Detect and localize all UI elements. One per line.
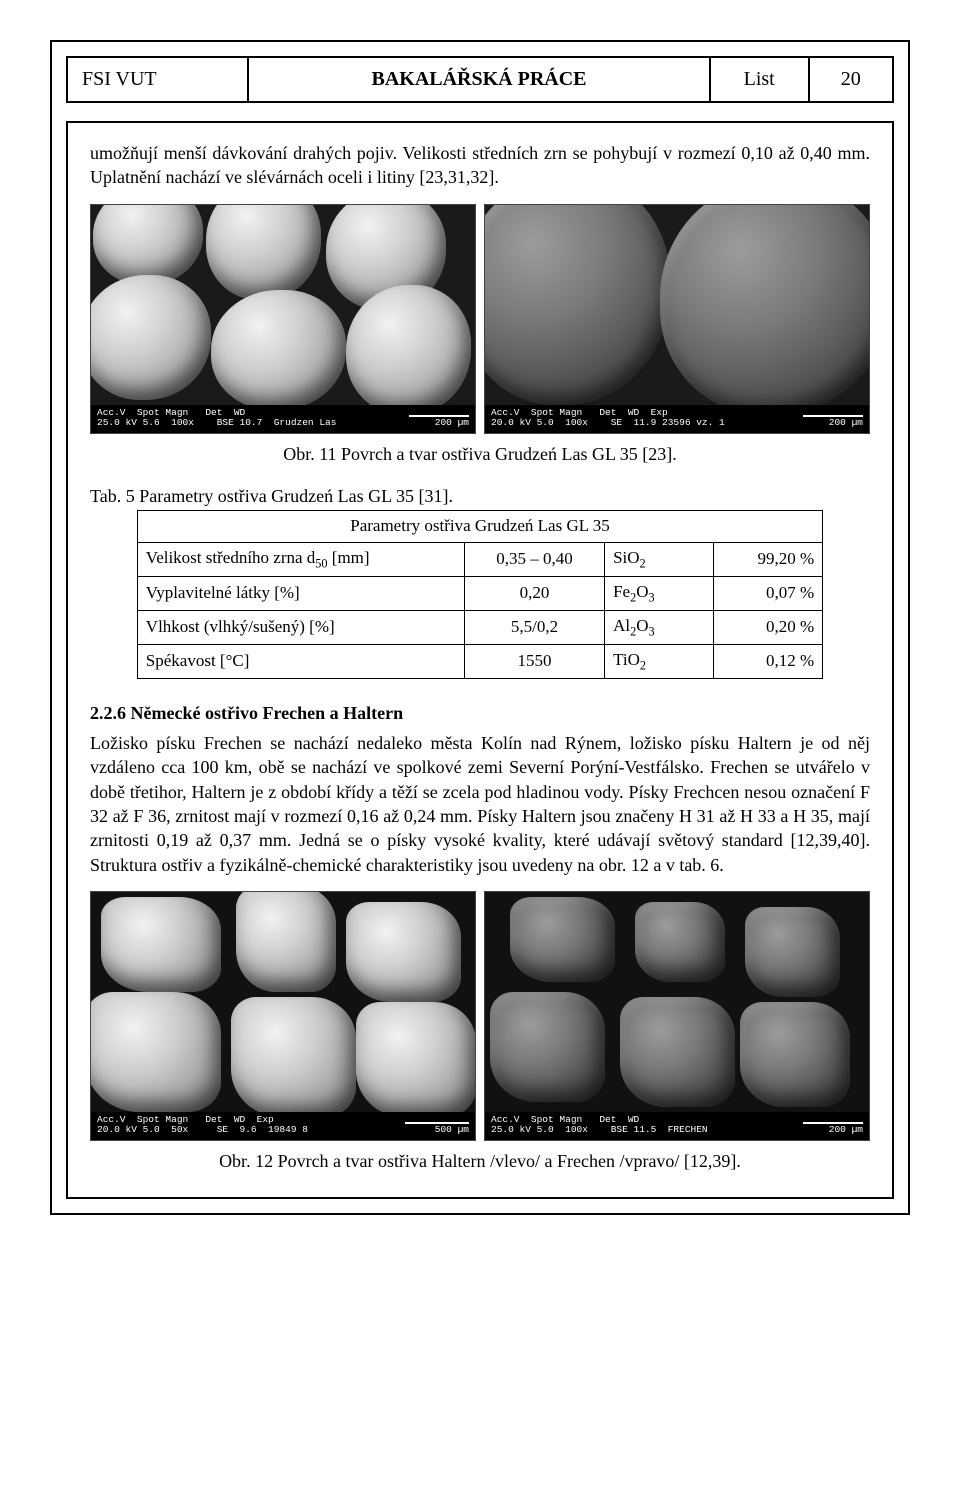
intro-paragraph: umožňují menší dávkování drahých pojiv. … — [90, 141, 870, 190]
param-label: Velikost středního zrna d50 [mm] — [137, 543, 464, 577]
sem-grain — [90, 275, 211, 400]
sem-info-strip: Acc.V Spot Magn Det WD 25.0 kV 5.0 100x … — [485, 1112, 869, 1140]
sem-scale-label: 200 µm — [829, 417, 863, 428]
sem-grain — [211, 290, 346, 410]
section-2-2-6-body: Ložisko písku Frechen se nachází nedalek… — [90, 731, 870, 877]
sem-grain — [346, 285, 471, 415]
sem-grain — [740, 1002, 850, 1107]
sem-grain — [484, 204, 670, 405]
sem-grain — [510, 897, 615, 982]
header-uni: FSI VUT — [68, 58, 249, 101]
page-body-frame: umožňují menší dávkování drahých pojiv. … — [66, 121, 894, 1199]
sem-strip-right: 200 µm — [803, 413, 863, 428]
figure-12-caption: Obr. 12 Povrch a tvar ostřiva Haltern /v… — [90, 1149, 870, 1173]
sem-info-strip: Acc.V Spot Magn Det WD Exp 20.0 kV 5.0 1… — [485, 405, 869, 433]
oxide-label: Fe2O3 — [605, 577, 714, 611]
oxide-value: 0,20 % — [714, 610, 823, 644]
sem-scale-label: 500 µm — [435, 1124, 469, 1135]
table-5-title: Parametry ostřiva Grudzeń Las GL 35 — [137, 511, 822, 543]
sem-grain — [206, 204, 321, 300]
header-title: BAKALÁŘSKÁ PRÁCE — [249, 58, 710, 101]
oxide-label: SiO2 — [605, 543, 714, 577]
oxide-label: Al2O3 — [605, 610, 714, 644]
sem-strip-right: 200 µm — [409, 413, 469, 428]
sem-grain — [231, 997, 356, 1117]
table-row: Velikost středního zrna d50 [mm]0,35 – 0… — [137, 543, 822, 577]
figure-12-images: Acc.V Spot Magn Det WD Exp 20.0 kV 5.0 5… — [90, 891, 870, 1141]
table-row: Vyplavitelné látky [%]0,20Fe2O30,07 % — [137, 577, 822, 611]
sem-info-strip: Acc.V Spot Magn Det WD Exp 20.0 kV 5.0 5… — [91, 1112, 475, 1140]
param-value: 5,5/0,2 — [464, 610, 604, 644]
section-2-2-6-title: 2.2.6 Německé ostřivo Frechen a Haltern — [90, 701, 870, 725]
table-row: Vlhkost (vlhký/sušený) [%]5,5/0,2Al2O30,… — [137, 610, 822, 644]
sem-image-frechen: Acc.V Spot Magn Det WD 25.0 kV 5.0 100x … — [484, 891, 870, 1141]
header-pagenum: 20 — [810, 58, 892, 101]
figure-11-images: Acc.V Spot Magn Det WD 25.0 kV 5.6 100x … — [90, 204, 870, 434]
param-label: Spékavost [°C] — [137, 644, 464, 678]
sem-grain — [236, 891, 336, 992]
page-outer-frame: FSI VUT BAKALÁŘSKÁ PRÁCE List 20 umožňuj… — [50, 40, 910, 1215]
sem-grain — [356, 1002, 476, 1117]
page-header: FSI VUT BAKALÁŘSKÁ PRÁCE List 20 — [66, 56, 894, 103]
param-value: 1550 — [464, 644, 604, 678]
sem-grain — [620, 997, 735, 1107]
param-label: Vyplavitelné látky [%] — [137, 577, 464, 611]
sem-grain — [346, 902, 461, 1002]
oxide-value: 0,12 % — [714, 644, 823, 678]
figure-11-caption: Obr. 11 Povrch a tvar ostřiva Grudzeń La… — [90, 442, 870, 466]
sem-strip-left: Acc.V Spot Magn Det WD Exp 20.0 kV 5.0 5… — [97, 1115, 308, 1136]
sem-grain — [90, 992, 221, 1112]
sem-info-strip: Acc.V Spot Magn Det WD 25.0 kV 5.6 100x … — [91, 405, 475, 433]
sem-grain — [635, 902, 725, 982]
oxide-value: 99,20 % — [714, 543, 823, 577]
sem-strip-right: 200 µm — [803, 1120, 863, 1135]
sem-scale-label: 200 µm — [435, 417, 469, 428]
header-list: List — [711, 58, 810, 101]
sem-grain — [101, 897, 221, 992]
sem-strip-left: Acc.V Spot Magn Det WD 25.0 kV 5.0 100x … — [491, 1115, 708, 1136]
sem-strip-left: Acc.V Spot Magn Det WD 25.0 kV 5.6 100x … — [97, 408, 336, 429]
oxide-value: 0,07 % — [714, 577, 823, 611]
sem-image-gl35-se: Acc.V Spot Magn Det WD Exp 20.0 kV 5.0 1… — [484, 204, 870, 434]
param-value: 0,35 – 0,40 — [464, 543, 604, 577]
sem-strip-right: 500 µm — [405, 1120, 469, 1135]
table-5-caption: Tab. 5 Parametry ostřiva Grudzeń Las GL … — [90, 484, 870, 508]
sem-image-gl35-bse: Acc.V Spot Magn Det WD 25.0 kV 5.6 100x … — [90, 204, 476, 434]
sem-grain — [93, 204, 203, 285]
table-row: Spékavost [°C]1550TiO20,12 % — [137, 644, 822, 678]
oxide-label: TiO2 — [605, 644, 714, 678]
table-5: Parametry ostřiva Grudzeń Las GL 35 Veli… — [137, 510, 823, 679]
sem-scale-label: 200 µm — [829, 1124, 863, 1135]
param-value: 0,20 — [464, 577, 604, 611]
sem-strip-left: Acc.V Spot Magn Det WD Exp 20.0 kV 5.0 1… — [491, 408, 725, 429]
sem-grain — [490, 992, 605, 1102]
sem-grain — [745, 907, 840, 997]
param-label: Vlhkost (vlhký/sušený) [%] — [137, 610, 464, 644]
sem-grain — [660, 204, 870, 415]
sem-image-haltern: Acc.V Spot Magn Det WD Exp 20.0 kV 5.0 5… — [90, 891, 476, 1141]
